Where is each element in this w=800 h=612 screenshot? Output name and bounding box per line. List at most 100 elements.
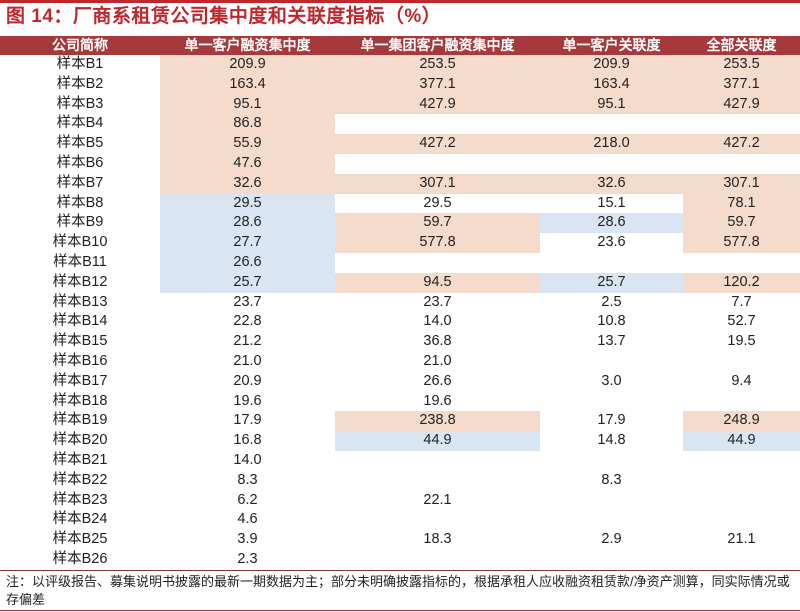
table-row: 样本B5 55.9 427.2 218.0 427.2 (0, 134, 800, 154)
table-row: 样本B12 25.7 94.5 25.7 120.2 (0, 272, 800, 293)
header-company: 公司简称 (0, 36, 160, 55)
table-row: 样本B18 19.6 19.6 (0, 391, 800, 412)
figure-title: 图 14：厂商系租赁公司集中度和关联度指标（%） (6, 6, 442, 27)
header-single-client-related: 单一客户关联度 (540, 36, 683, 55)
table-row: 样本B21 14.0 (0, 450, 800, 471)
single-client-related-cell: 32.6 (540, 173, 683, 194)
concentration-table: 公司简称 单一客户融资集中度 单一集团客户融资集中度 单一客户关联度 全部关联度… (0, 36, 800, 570)
single-client-financing-cell: 14.0 (160, 450, 335, 471)
company-name-cell: 样本B11 (0, 252, 160, 273)
company-name-cell: 样本B12 (0, 272, 160, 293)
company-name-cell: 样本B3 (0, 94, 160, 115)
table-row: 样本B13 23.7 23.7 2.5 7.7 (0, 292, 800, 313)
table-row: 样本B23 6.2 22.1 (0, 490, 800, 511)
total-related-cell (683, 450, 800, 471)
single-client-related-cell: 2.5 (540, 292, 683, 313)
company-name-cell: 样本B14 (0, 312, 160, 333)
single-group-financing-cell: 59.7 (335, 213, 540, 234)
company-name-cell: 样本B10 (0, 233, 160, 253)
company-name-cell: 样本B20 (0, 431, 160, 451)
table-row: 样本B2 163.4 377.1 163.4 377.1 (0, 74, 800, 95)
total-related-cell: 577.8 (683, 233, 800, 253)
single-group-financing-cell (335, 450, 540, 471)
table-row: 样本B24 4.6 (0, 510, 800, 531)
single-client-related-cell: 3.0 (540, 371, 683, 392)
single-group-financing-cell: 577.8 (335, 233, 540, 253)
total-related-cell (683, 153, 800, 174)
company-name-cell: 样本B17 (0, 371, 160, 392)
single-client-financing-cell: 22.8 (160, 312, 335, 333)
single-client-related-cell (540, 114, 683, 135)
company-name-cell: 样本B9 (0, 213, 160, 234)
single-group-financing-cell: 238.8 (335, 411, 540, 432)
single-client-financing-cell: 86.8 (160, 114, 335, 135)
single-group-financing-cell: 307.1 (335, 173, 540, 194)
company-name-cell: 样本B8 (0, 193, 160, 214)
company-name-cell: 样本B5 (0, 134, 160, 154)
footnote: 注：以评级报告、募集说明书披露的最新一期数据为主；部分未明确披露指标的，根据承租… (6, 574, 790, 607)
top-rule (0, 0, 800, 3)
single-client-financing-cell: 29.5 (160, 193, 335, 214)
single-client-financing-cell: 55.9 (160, 134, 335, 154)
table-row: 样本B1 209.9 253.5 209.9 253.5 (0, 55, 800, 75)
total-related-cell: 120.2 (683, 272, 800, 293)
table-row: 样本B10 27.7 577.8 23.6 577.8 (0, 233, 800, 253)
single-group-financing-cell (335, 510, 540, 531)
total-related-cell: 248.9 (683, 411, 800, 432)
single-client-financing-cell: 28.6 (160, 213, 335, 234)
single-client-related-cell: 17.9 (540, 411, 683, 432)
footer-rule (0, 610, 800, 611)
single-group-financing-cell: 94.5 (335, 272, 540, 293)
single-client-financing-cell: 25.7 (160, 272, 335, 293)
single-group-financing-cell: 23.7 (335, 292, 540, 313)
header-total-related: 全部关联度 (683, 36, 800, 55)
table-row: 样本B25 3.9 18.3 2.9 21.1 (0, 530, 800, 550)
company-name-cell: 样本B23 (0, 490, 160, 511)
single-client-related-cell: 209.9 (540, 55, 683, 75)
single-group-financing-cell: 253.5 (335, 55, 540, 75)
single-client-related-cell: 14.8 (540, 431, 683, 451)
table-row: 样本B8 29.5 29.5 15.1 78.1 (0, 193, 800, 214)
single-client-related-cell: 95.1 (540, 94, 683, 115)
total-related-cell: 52.7 (683, 312, 800, 333)
single-group-financing-cell (335, 153, 540, 174)
header-single-client-financing: 单一客户融资集中度 (160, 36, 335, 55)
total-related-cell (683, 549, 800, 570)
single-group-financing-cell: 19.6 (335, 391, 540, 412)
single-client-related-cell: 8.3 (540, 470, 683, 491)
company-name-cell: 样本B4 (0, 114, 160, 135)
single-client-related-cell (540, 490, 683, 511)
single-client-financing-cell: 26.6 (160, 252, 335, 273)
single-client-financing-cell: 4.6 (160, 510, 335, 531)
single-client-financing-cell: 17.9 (160, 411, 335, 432)
total-related-cell: 427.2 (683, 134, 800, 154)
single-client-related-cell: 28.6 (540, 213, 683, 234)
single-group-financing-cell: 377.1 (335, 74, 540, 95)
company-name-cell: 样本B26 (0, 549, 160, 570)
single-group-financing-cell: 18.3 (335, 530, 540, 550)
table-row: 样本B9 28.6 59.7 28.6 59.7 (0, 213, 800, 234)
single-group-financing-cell: 36.8 (335, 332, 540, 352)
total-related-cell (683, 510, 800, 531)
single-group-financing-cell (335, 549, 540, 570)
single-client-related-cell: 10.8 (540, 312, 683, 333)
company-name-cell: 样本B19 (0, 411, 160, 432)
single-client-related-cell: 2.9 (540, 530, 683, 550)
single-client-related-cell (540, 549, 683, 570)
company-name-cell: 样本B7 (0, 173, 160, 194)
single-group-financing-cell: 26.6 (335, 371, 540, 392)
company-name-cell: 样本B2 (0, 74, 160, 95)
table-row: 样本B4 86.8 (0, 114, 800, 135)
total-related-cell (683, 351, 800, 372)
single-group-financing-cell (335, 470, 540, 491)
company-name-cell: 样本B16 (0, 351, 160, 372)
table-row: 样本B19 17.9 238.8 17.9 248.9 (0, 411, 800, 432)
single-group-financing-cell: 427.2 (335, 134, 540, 154)
single-group-financing-cell: 44.9 (335, 431, 540, 451)
single-group-financing-cell: 14.0 (335, 312, 540, 333)
single-client-financing-cell: 21.0 (160, 351, 335, 372)
total-related-cell: 78.1 (683, 193, 800, 214)
table-row: 样本B6 47.6 (0, 153, 800, 174)
table-row: 样本B11 26.6 (0, 252, 800, 273)
single-client-financing-cell: 2.3 (160, 549, 335, 570)
